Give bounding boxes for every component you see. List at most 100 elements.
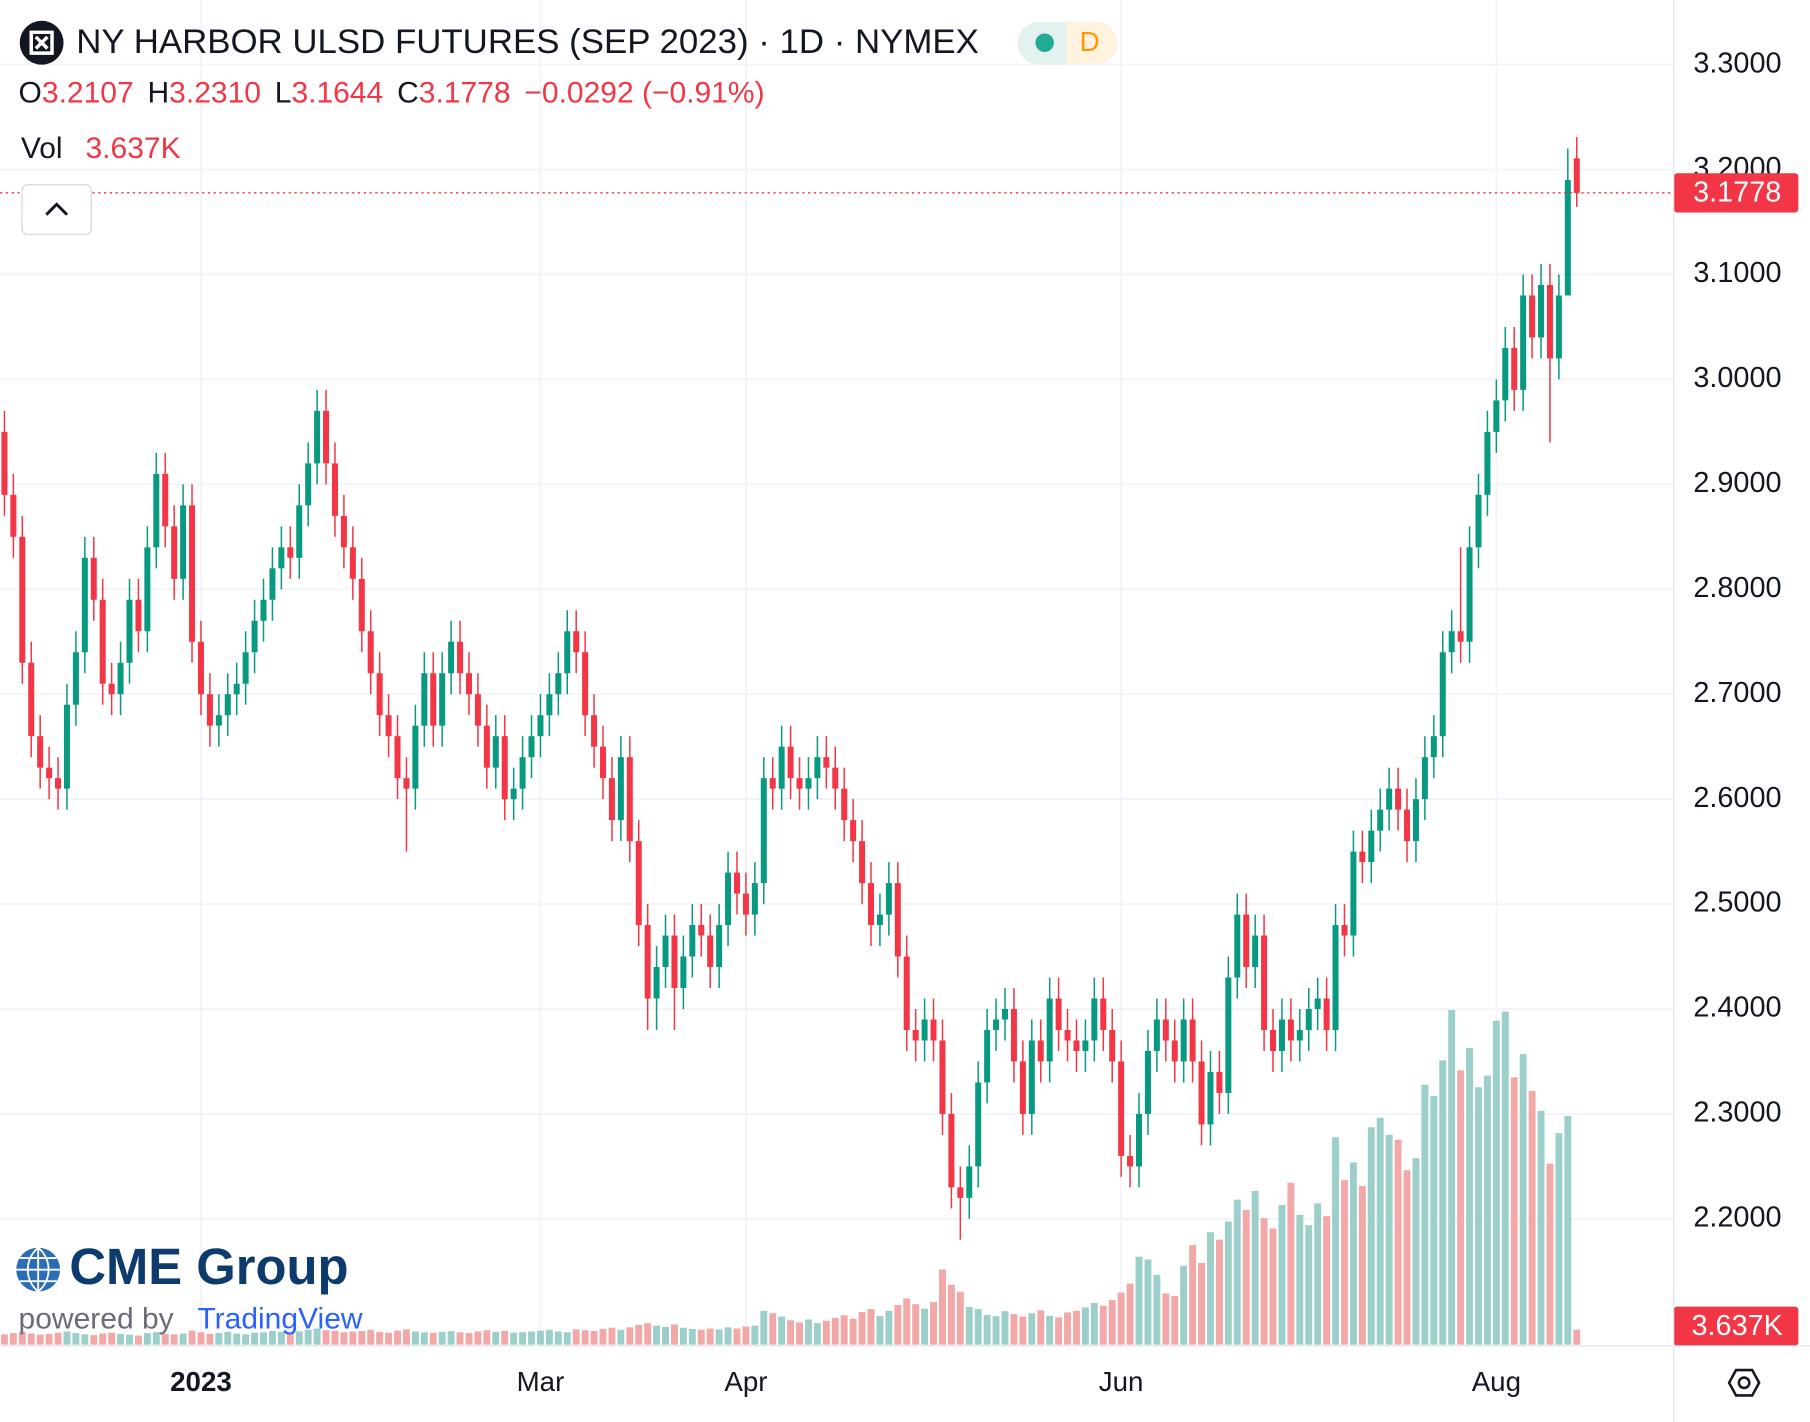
candle-body xyxy=(1404,809,1411,842)
volume-bar xyxy=(590,1331,598,1345)
volume-bar xyxy=(456,1332,464,1345)
candle-body xyxy=(260,599,267,621)
volume-bar xyxy=(1028,1313,1036,1345)
candle-body xyxy=(1386,788,1393,810)
candle-body xyxy=(1252,935,1259,968)
candle-body xyxy=(1475,494,1482,548)
y-tick-label: 2.3000 xyxy=(1693,1097,1781,1129)
volume-bar xyxy=(787,1320,795,1345)
candle-body xyxy=(19,536,26,663)
candle-body xyxy=(1064,1029,1071,1041)
volume-bar xyxy=(921,1308,929,1345)
volume-bar xyxy=(1287,1182,1295,1345)
y-tick-label: 3.0000 xyxy=(1693,362,1781,394)
volume-bar xyxy=(1037,1310,1045,1345)
candle-body xyxy=(90,557,97,600)
candle-body xyxy=(546,694,553,716)
volume-bar xyxy=(411,1331,419,1345)
volume-bar xyxy=(1144,1259,1152,1345)
candle-body xyxy=(1573,158,1580,193)
volume-bar xyxy=(760,1310,768,1345)
candle-body xyxy=(269,568,276,600)
volume-bar xyxy=(1198,1262,1206,1345)
volume-bar xyxy=(572,1329,580,1345)
volume-bar xyxy=(438,1331,446,1345)
candle-body xyxy=(162,473,169,527)
volume-bar xyxy=(1305,1225,1313,1345)
y-tick-label: 2.8000 xyxy=(1693,572,1781,604)
volume-bar xyxy=(662,1326,669,1345)
candle-body xyxy=(1466,547,1473,642)
candle-body xyxy=(144,547,151,632)
volume-bar xyxy=(554,1331,562,1345)
candle-body xyxy=(671,935,678,989)
candle-body xyxy=(1564,180,1571,296)
volume-bar xyxy=(402,1329,410,1345)
volume-bar xyxy=(510,1332,518,1345)
candle-body xyxy=(653,967,660,999)
volume-bar xyxy=(849,1318,857,1345)
candle-body xyxy=(1368,830,1375,863)
candle-body xyxy=(537,715,544,737)
volume-bar xyxy=(1135,1256,1143,1345)
candle-body xyxy=(1,431,8,495)
volume-bar xyxy=(545,1329,553,1345)
last-volume-tag xyxy=(1673,1306,1799,1346)
candle-body xyxy=(1493,400,1500,432)
candle-body xyxy=(1198,1061,1205,1125)
candle-body xyxy=(1421,757,1428,800)
candle-body xyxy=(1019,1061,1026,1114)
volume-bar xyxy=(0,1334,8,1345)
candle-body xyxy=(1270,1029,1277,1051)
volume-bar xyxy=(1064,1312,1071,1345)
volume-bar xyxy=(143,1333,151,1345)
candle-body xyxy=(1502,347,1509,401)
volume-bar xyxy=(465,1333,473,1345)
volume-bar xyxy=(492,1331,500,1345)
candle-body xyxy=(72,652,79,705)
last-price-label: 3.1778 xyxy=(1693,177,1781,209)
volume-bar xyxy=(1323,1216,1331,1345)
candle-body xyxy=(832,767,839,789)
candle-body xyxy=(457,641,464,674)
candle-body xyxy=(1448,631,1455,653)
candle-body xyxy=(483,725,490,768)
candle-body xyxy=(314,410,321,464)
candle-body xyxy=(1153,1019,1160,1051)
candle-body xyxy=(1395,788,1402,810)
collapse-button[interactable] xyxy=(21,184,92,235)
candle-body xyxy=(957,1187,964,1198)
candle-body xyxy=(108,683,115,695)
candle-body xyxy=(81,557,88,653)
market-open-dot xyxy=(1035,33,1054,52)
candle-body xyxy=(171,526,178,579)
volume-bar xyxy=(1162,1293,1170,1345)
ohlc-legend: O3.2107 H3.2310 L3.1644 C3.1778 −0.0292 (−0.… xyxy=(19,77,765,110)
cme-logo: CME Group powered by TradingView xyxy=(16,1238,363,1335)
candle-body xyxy=(966,1166,973,1198)
volume-bar xyxy=(1528,1090,1536,1345)
candle-body xyxy=(349,547,356,579)
candle-body xyxy=(805,778,812,789)
candle-body xyxy=(698,925,705,936)
candle-body xyxy=(859,841,866,884)
ohlc-value: 3.2107 xyxy=(42,77,134,110)
candle-body xyxy=(591,715,598,747)
volume-bar xyxy=(1108,1300,1116,1345)
volume-bar xyxy=(117,1333,125,1345)
candle-body xyxy=(1529,295,1536,338)
volume-bar xyxy=(706,1328,714,1345)
candle-body xyxy=(1546,284,1553,359)
candle-body xyxy=(555,673,562,695)
volume-bar xyxy=(1055,1317,1063,1345)
volume-bar xyxy=(1385,1134,1393,1345)
candle-body xyxy=(1002,1008,1009,1020)
candle-body xyxy=(1037,1040,1044,1062)
settings-button[interactable] xyxy=(1727,1368,1761,1397)
candle-body xyxy=(573,631,580,653)
candle-body xyxy=(948,1113,955,1188)
volume-bar xyxy=(1421,1084,1429,1345)
candle-body xyxy=(430,673,437,726)
volume-bar xyxy=(644,1323,652,1345)
